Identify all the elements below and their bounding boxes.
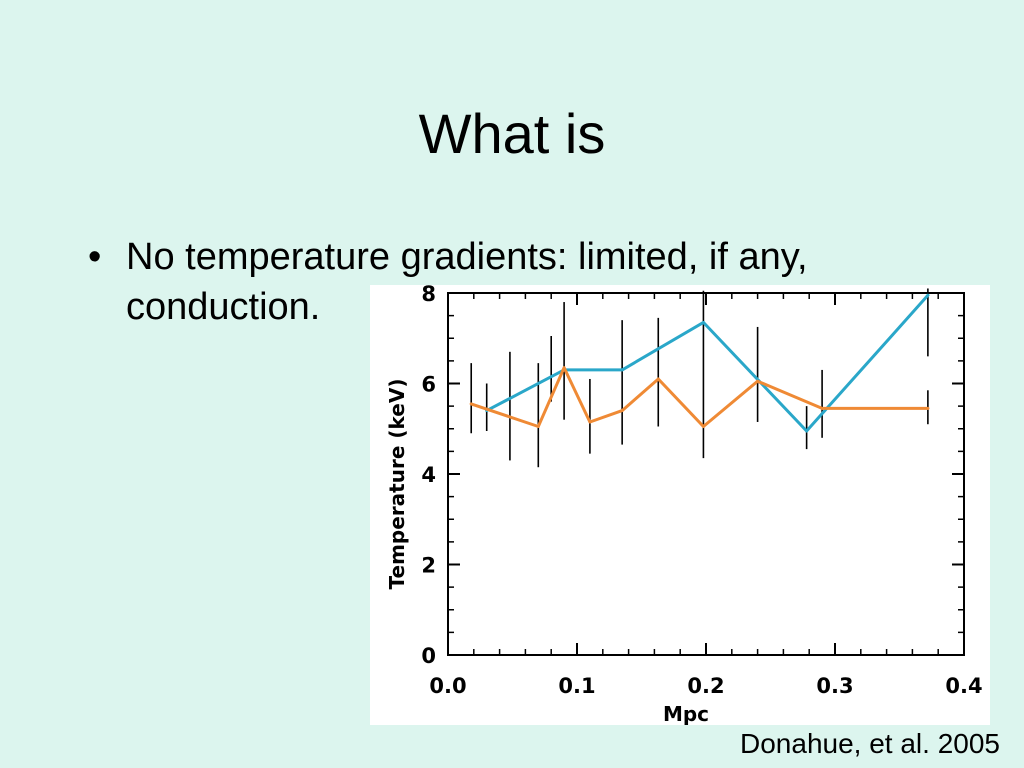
x-axis-title: Mpc (663, 702, 709, 725)
series-2-point (702, 425, 705, 428)
series-line-2 (469, 366, 930, 428)
y-tick-label: 2 (421, 554, 436, 578)
y-tick-label: 0 (421, 644, 436, 668)
series-2-point (620, 409, 624, 413)
temperature-chart: 0.0 0.1 0.2 0.3 0.4 0 2 4 6 8 Mpc Temperature (keV) (370, 285, 990, 725)
series-1-point (805, 429, 809, 433)
y-tick-label: 8 (421, 285, 436, 306)
citation-credit: Donahue, et al. 2005 (740, 728, 1000, 759)
x-tick-label: 0.1 (558, 674, 595, 698)
series-2-point (756, 379, 759, 383)
y-axis-title: Temperature (keV) (385, 379, 409, 590)
chart-svg: 0.0 0.1 0.2 0.3 0.4 0 2 4 6 8 Mpc Temperature (keV) (370, 285, 990, 725)
x-tick-label: 0.2 (687, 674, 724, 698)
series-1-point (926, 293, 930, 297)
series-2-point (926, 406, 930, 410)
series-layer (469, 293, 930, 433)
series-1-point (702, 321, 705, 324)
series-2-point (536, 425, 540, 428)
label-layer: 0.0 0.1 0.2 0.3 0.4 0 2 4 6 8 Mpc Temperature (keV) (385, 285, 983, 725)
bullet-text: No temperature gradients: limited, if an… (126, 236, 808, 328)
bullet-marker: • (88, 236, 102, 278)
series-2-point (820, 406, 824, 410)
y-tick-label: 4 (421, 463, 436, 487)
axes-layer (447, 292, 965, 656)
errorbar-layer (470, 288, 929, 468)
x-tick-label: 0.0 (429, 674, 466, 698)
series-2-point (469, 402, 473, 406)
chart-background (370, 285, 990, 725)
y-tick-label: 6 (421, 373, 436, 397)
series-2-point (588, 420, 592, 424)
x-tick-label: 0.3 (816, 674, 853, 698)
series-2-point (656, 377, 660, 381)
series-2-point (562, 366, 566, 370)
series-1-point (620, 368, 624, 372)
slide-title: What is (418, 102, 606, 165)
x-tick-label: 0.4 (945, 674, 982, 698)
